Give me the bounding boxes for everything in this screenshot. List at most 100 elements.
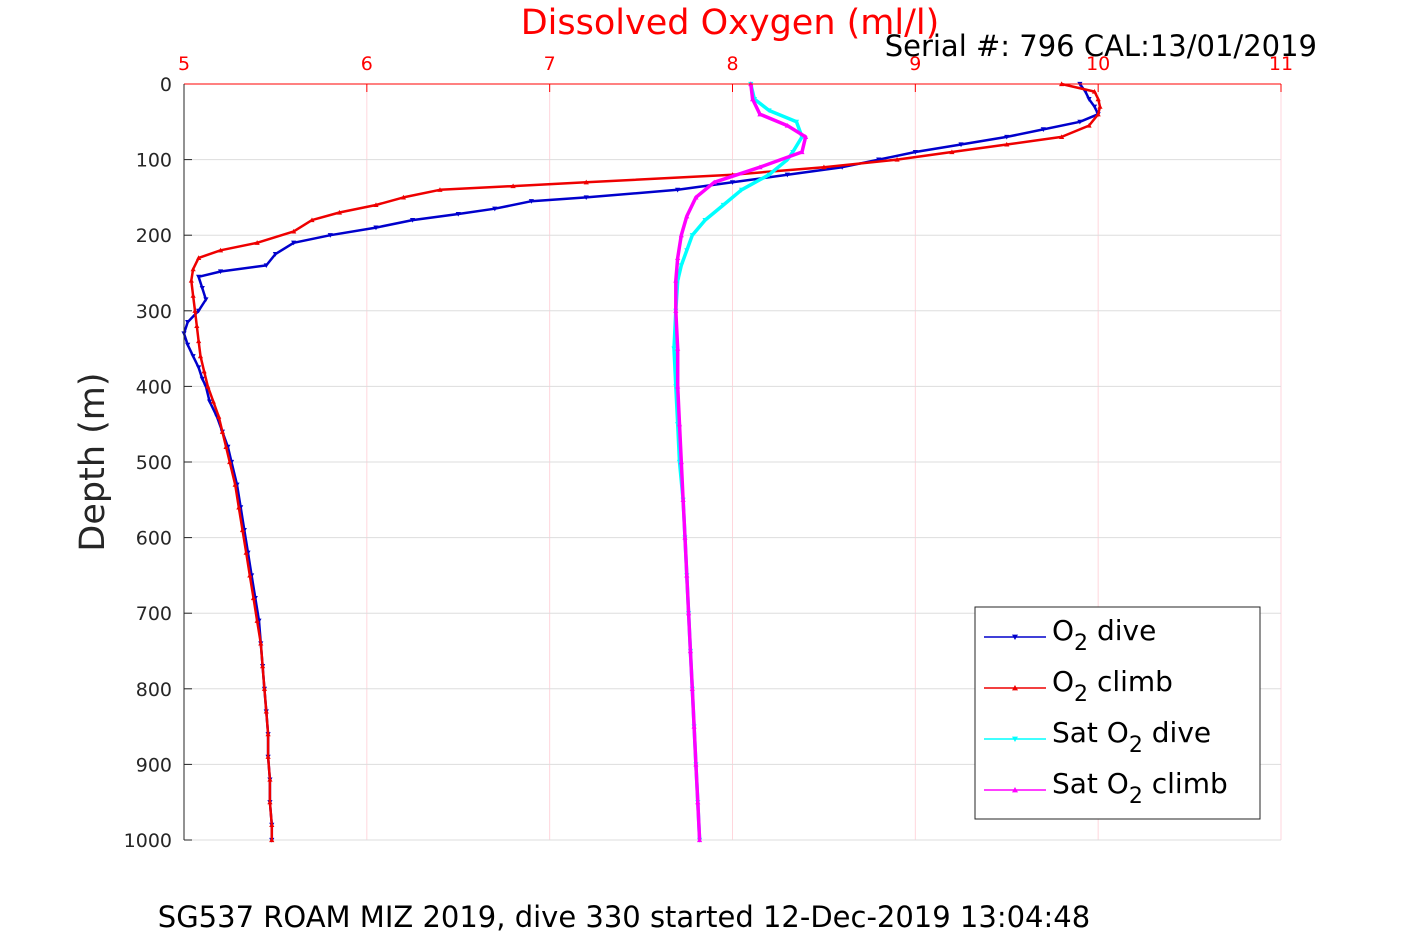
legend-swatch-marker <box>1012 736 1018 742</box>
data-point <box>687 648 694 654</box>
data-point <box>803 134 809 139</box>
data-point <box>1095 111 1101 117</box>
data-point <box>216 414 222 419</box>
data-point <box>196 274 202 280</box>
data-point <box>263 263 269 269</box>
data-point <box>894 157 900 162</box>
data-point <box>682 535 688 540</box>
data-point <box>729 180 736 185</box>
data-point <box>784 122 790 128</box>
data-point <box>695 799 701 805</box>
legend-entry: Sat O2 dive <box>984 716 1211 758</box>
legend-entry: O2 dive <box>984 614 1156 656</box>
data-point <box>336 209 343 215</box>
legend-swatch-marker <box>1012 634 1018 640</box>
data-point <box>528 199 534 204</box>
data-point <box>711 179 717 185</box>
data-point <box>1086 97 1092 102</box>
data-point <box>254 240 260 245</box>
data-point <box>949 149 955 155</box>
data-point <box>196 365 202 371</box>
data-point <box>254 618 260 623</box>
data-point <box>696 837 703 843</box>
data-point <box>196 308 202 314</box>
data-point <box>1077 119 1083 125</box>
data-point <box>265 754 271 759</box>
data-point <box>260 663 266 669</box>
data-point <box>261 686 268 691</box>
data-point <box>757 164 763 170</box>
data-point <box>876 157 882 163</box>
data-point <box>190 354 196 359</box>
data-point <box>689 233 695 238</box>
legend-label: O2 dive <box>1052 614 1156 656</box>
y-tick-label: 0 <box>160 74 172 96</box>
data-point <box>958 142 964 148</box>
data-point <box>455 211 461 217</box>
data-point <box>219 429 225 434</box>
data-point <box>400 194 406 200</box>
data-point <box>766 108 772 114</box>
y-tick-label: 300 <box>136 301 172 323</box>
x-tick-label: 6 <box>361 53 373 75</box>
data-point <box>269 837 275 843</box>
data-point <box>766 172 772 178</box>
data-point <box>190 293 196 298</box>
legend-swatch-marker <box>1012 787 1018 793</box>
data-point <box>188 277 194 283</box>
data-point <box>217 247 224 253</box>
data-point <box>185 320 191 325</box>
data-point <box>675 346 681 351</box>
x-tick-label: 11 <box>1269 53 1293 75</box>
data-point <box>267 799 273 805</box>
data-point <box>373 225 379 231</box>
x-tick-label: 10 <box>1086 53 1110 75</box>
series-sat-o2-climb <box>673 81 809 843</box>
data-point <box>671 346 677 352</box>
data-point <box>675 187 681 193</box>
data-point <box>678 232 684 238</box>
x-tick-label: 7 <box>544 53 556 75</box>
data-point <box>675 383 681 389</box>
data-point <box>1086 122 1092 128</box>
data-point <box>203 297 209 303</box>
data-point <box>217 269 224 275</box>
y-tick-label: 1000 <box>124 830 172 852</box>
data-point <box>1091 104 1098 110</box>
data-point <box>327 233 333 238</box>
data-point <box>192 308 198 313</box>
data-point <box>309 217 315 223</box>
data-point <box>750 96 756 102</box>
data-point <box>239 527 246 533</box>
series-line <box>674 83 808 841</box>
data-point <box>1097 104 1103 109</box>
legend-label: Sat O2 dive <box>1052 716 1211 758</box>
data-point <box>210 398 216 404</box>
legend-swatch-marker <box>1012 685 1018 691</box>
data-point <box>291 240 297 246</box>
data-point <box>912 149 918 155</box>
legend-entries: O2 dive O2 climb Sat O2 dive Sat O2 climb <box>984 614 1228 809</box>
data-point <box>680 497 686 502</box>
data-point <box>197 353 204 359</box>
data-point <box>247 572 253 578</box>
data-point <box>510 183 516 189</box>
data-point <box>673 308 679 313</box>
data-point <box>1059 134 1065 139</box>
data-point <box>194 323 200 328</box>
y-tick-label: 800 <box>136 679 172 701</box>
chart-subtitle: Serial #: 796 CAL:13/01/2019 <box>885 29 1317 63</box>
data-point <box>691 724 697 729</box>
y-tick-label: 100 <box>136 150 172 172</box>
x-tick-labels: 5 6 7 8 9 10 11 <box>178 53 1293 75</box>
data-point <box>676 421 683 427</box>
data-point <box>185 342 191 348</box>
data-point <box>684 248 690 253</box>
data-point <box>236 504 242 510</box>
data-point <box>675 255 681 260</box>
legend: O2 dive O2 climb Sat O2 dive Sat O2 climb <box>974 606 1261 820</box>
y-tick-label: 500 <box>136 452 172 474</box>
data-point <box>583 179 589 185</box>
data-point <box>258 640 264 646</box>
